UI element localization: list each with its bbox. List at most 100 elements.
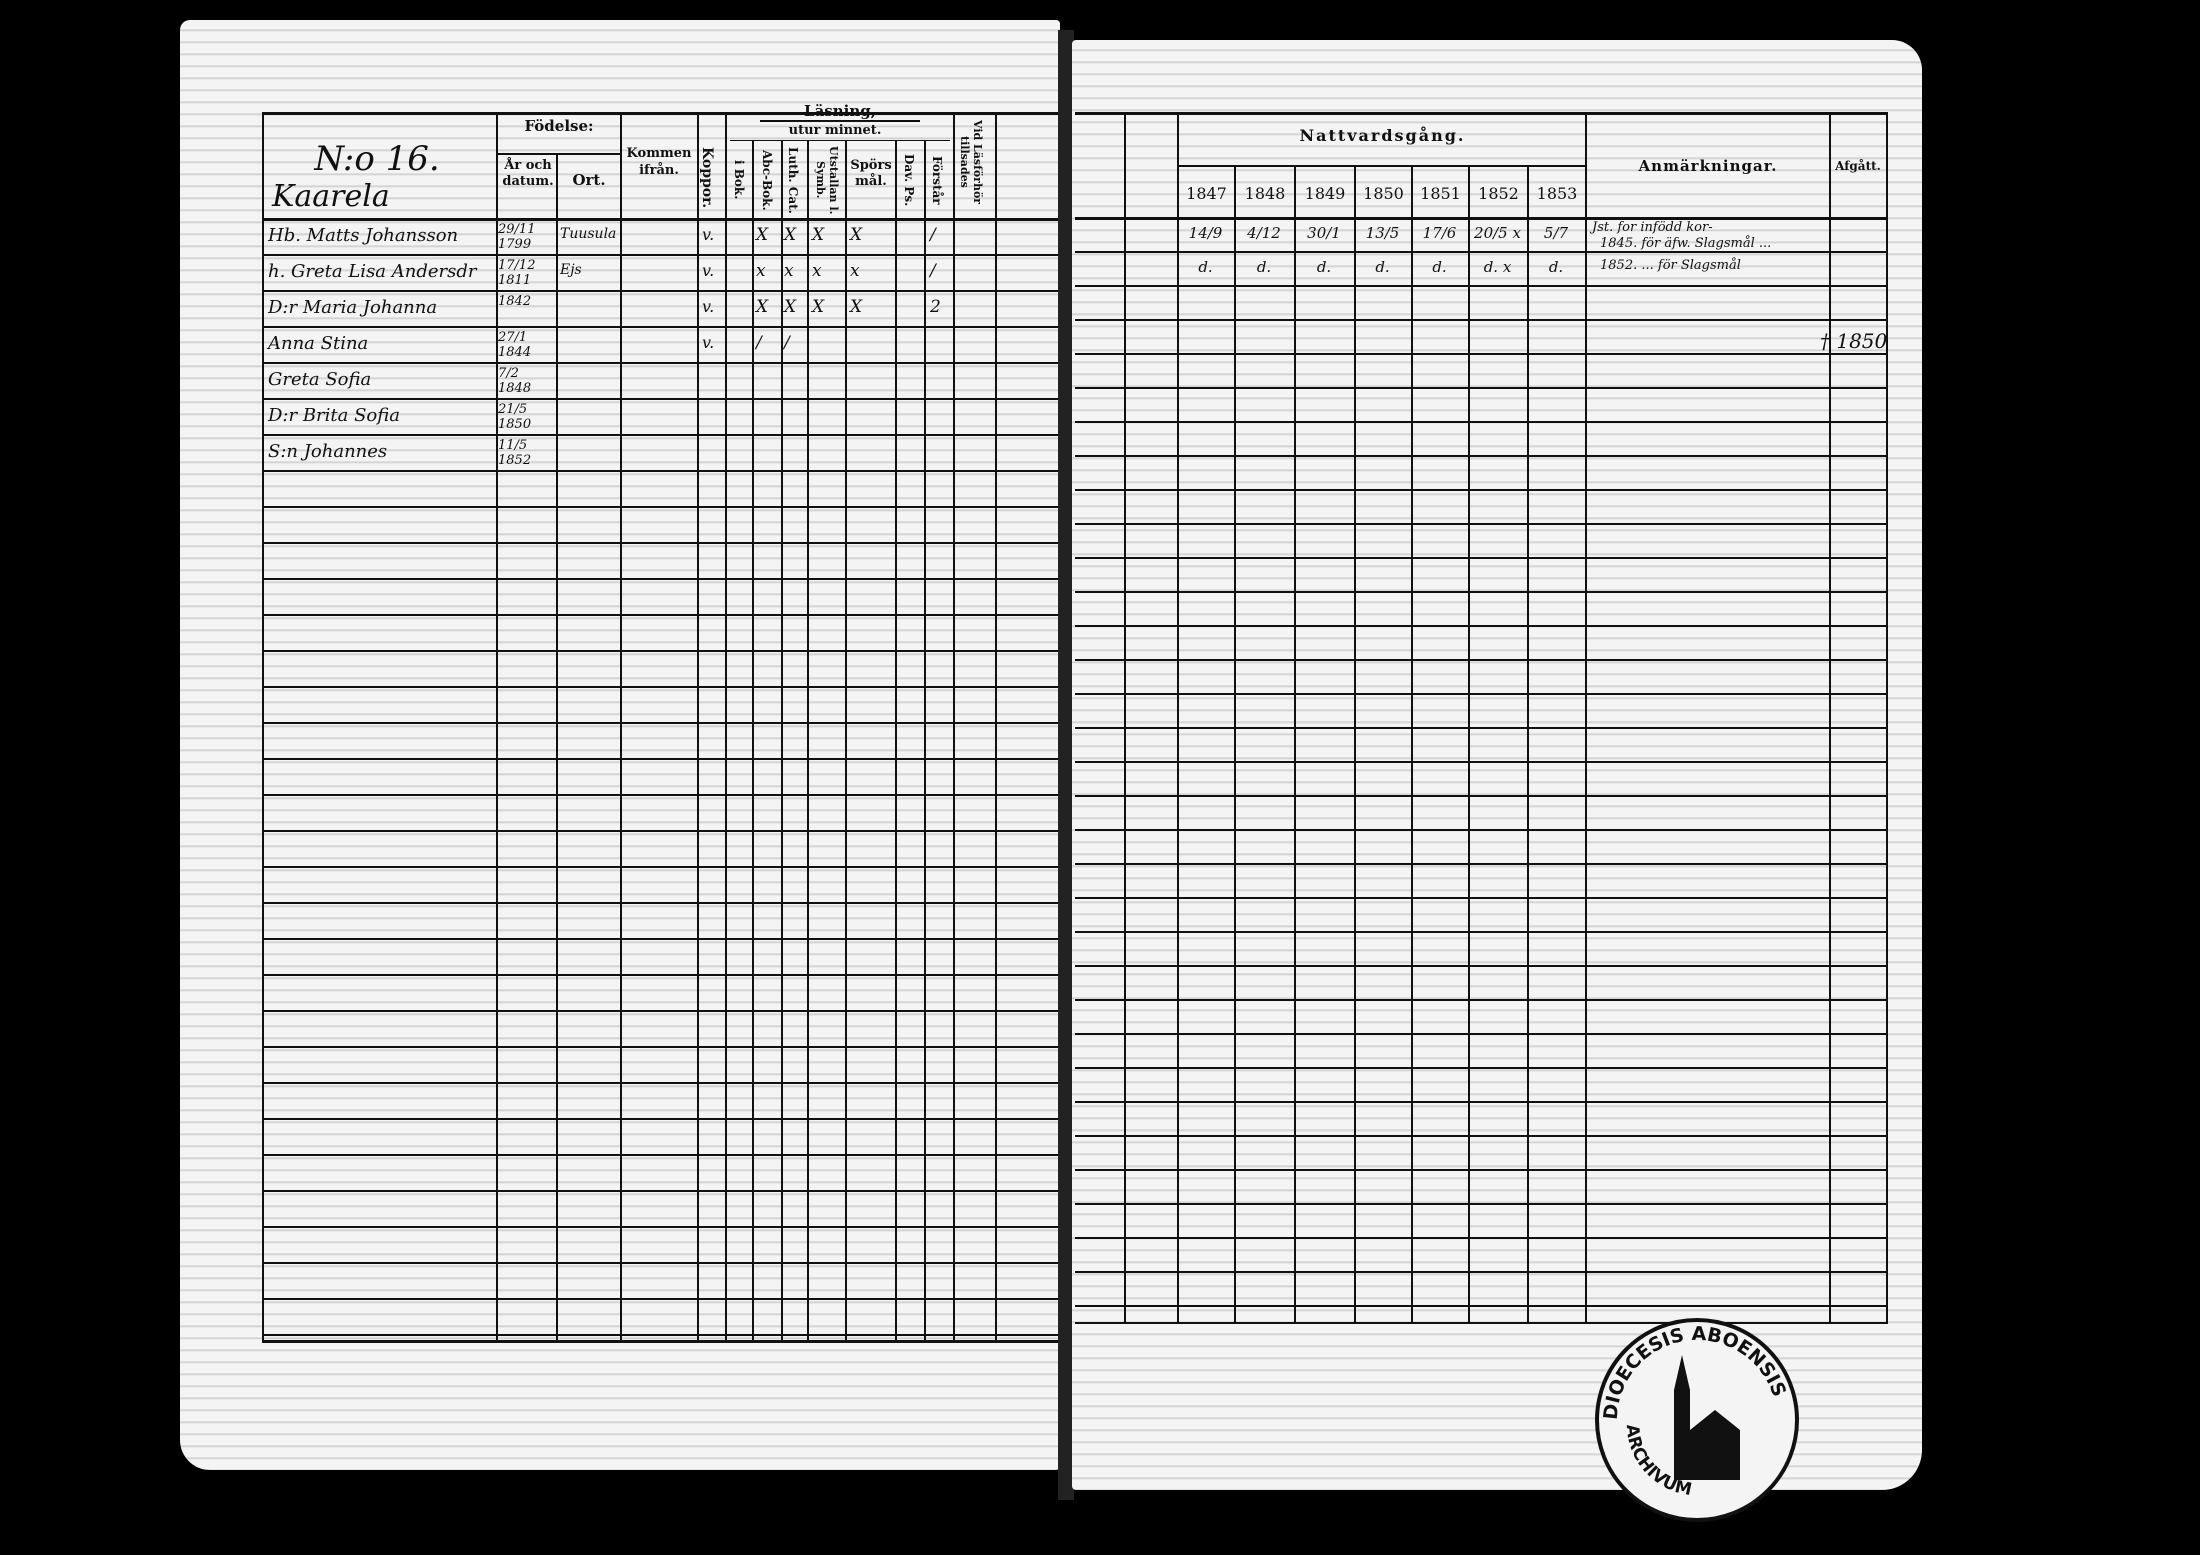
reading-mark: /: [930, 225, 936, 245]
ruled-line: [1075, 795, 1888, 797]
header-reading: Läsning,: [804, 102, 876, 120]
ruled-line: [1075, 999, 1888, 1001]
household-number: N:o 16.: [314, 139, 440, 179]
stamp-ring: [1595, 1318, 1799, 1522]
header-birth: Födelse:: [524, 117, 594, 135]
header-birth-date: År och datum.: [502, 158, 554, 189]
column-line: [1124, 112, 1126, 1322]
column-line: [1829, 112, 1831, 1322]
ruled-line: [262, 506, 1058, 508]
ruled-line: [1075, 1067, 1888, 1069]
reading-mark: /: [930, 261, 936, 281]
remark-line-2: 1845. för äfw. Slagsmål ...: [1600, 236, 1772, 251]
book-gutter: [1058, 30, 1074, 1500]
header-understands: Förstår: [930, 155, 944, 205]
column-line: [845, 140, 847, 1340]
ruled-line: [262, 902, 1058, 904]
ruled-line: [262, 326, 1058, 328]
reading-mark: x: [784, 261, 794, 281]
birth-date: 29/11 1799: [498, 222, 536, 252]
smallpox-mark: v.: [702, 333, 715, 352]
ruled-line: [262, 542, 1058, 544]
communion-date: d.: [1548, 258, 1564, 276]
header-abc-book: Abc-Bok.: [760, 149, 774, 211]
ruled-line: [1075, 591, 1888, 593]
ruled-line: [1075, 1033, 1888, 1035]
birth-date: 1842: [498, 294, 532, 309]
communion-date: d.: [1256, 258, 1272, 276]
reading-mark: X: [756, 297, 769, 317]
ruled-line: [262, 1118, 1058, 1120]
ruled-line: [262, 254, 1058, 256]
ruled-line: [1075, 523, 1888, 525]
reading-mark: X: [784, 297, 797, 317]
person-name: Hb. Matts Johansson: [268, 225, 459, 246]
ruled-line: [262, 218, 1058, 221]
header-remarks: Anmärkningar.: [1638, 157, 1778, 175]
ruled-line: [262, 578, 1058, 580]
column-line: [1234, 165, 1236, 1322]
communion-date: 5/7: [1543, 224, 1569, 242]
ruled-line: [1075, 1169, 1888, 1171]
reading-mark: x: [812, 261, 822, 281]
year-header: 1848: [1244, 184, 1286, 203]
header-catechetical: Vid Läsförhör tillsades: [958, 119, 984, 205]
column-line: [807, 140, 809, 1340]
communion-date: d.: [1432, 258, 1447, 276]
ruled-line: [1075, 557, 1888, 559]
ruled-line: [1075, 387, 1888, 389]
ruled-line: [262, 794, 1058, 796]
reading-mark: 2: [930, 297, 941, 317]
ruled-line: [262, 290, 1058, 292]
column-line: [781, 140, 783, 1340]
column-line: [953, 112, 955, 1340]
ruled-line: [1075, 112, 1888, 115]
ruled-line: [262, 362, 1058, 364]
ruled-line: [262, 614, 1058, 616]
remark-line-1: Jst. for infödd kor-: [1592, 220, 1713, 235]
column-line: [1294, 165, 1296, 1322]
birth-date: 7/2 1848: [498, 366, 532, 396]
ruled-line: [262, 866, 1058, 868]
column-line: [1177, 112, 1179, 1322]
ruled-line: [1177, 165, 1585, 167]
header-birth-place: Ort.: [572, 171, 606, 189]
communion-date: d.: [1316, 258, 1332, 276]
ruled-line: [1075, 319, 1888, 321]
communion-date: d. x: [1483, 258, 1512, 276]
ruled-line: [1075, 1135, 1888, 1137]
person-name: Anna Stina: [268, 333, 369, 354]
person-name: D:r Brita Sofia: [268, 405, 401, 426]
header-psalms: Dav. Ps.: [902, 153, 916, 207]
reading-mark: X: [812, 297, 825, 317]
ruled-line: [1075, 1305, 1888, 1307]
year-header: 1847: [1186, 184, 1227, 203]
column-line: [620, 112, 622, 1340]
ruled-line: [1075, 1322, 1888, 1324]
ruled-line: [262, 1046, 1058, 1048]
header-luther-catechism: Luth. Cat.: [786, 146, 800, 214]
farm-name: Kaarela: [272, 179, 390, 214]
header-came-from: Kommen ifrån.: [626, 146, 692, 178]
reading-mark: X: [812, 225, 825, 245]
ruled-line: [262, 398, 1058, 400]
column-line: [752, 140, 754, 1340]
column-line: [1527, 165, 1529, 1322]
communion-date: 17/6: [1422, 224, 1457, 242]
ruled-line: [262, 1010, 1058, 1012]
column-line: [995, 112, 997, 1340]
ruled-line: [1075, 1271, 1888, 1273]
ruled-line: [1075, 455, 1888, 457]
ruled-line: [1075, 761, 1888, 763]
ruled-line: [262, 830, 1058, 832]
ruled-line: [262, 1190, 1058, 1192]
person-name: S:n Johannes: [268, 441, 388, 462]
year-header: 1852: [1478, 184, 1519, 203]
ruled-line: [262, 686, 1058, 688]
ruled-line: [730, 140, 950, 141]
ruled-line: [760, 120, 920, 122]
column-line: [924, 140, 926, 1340]
header-by-heart: utur minnet.: [788, 123, 882, 138]
ruled-line: [262, 974, 1058, 976]
header-questions: Spörsmål.: [850, 158, 892, 189]
